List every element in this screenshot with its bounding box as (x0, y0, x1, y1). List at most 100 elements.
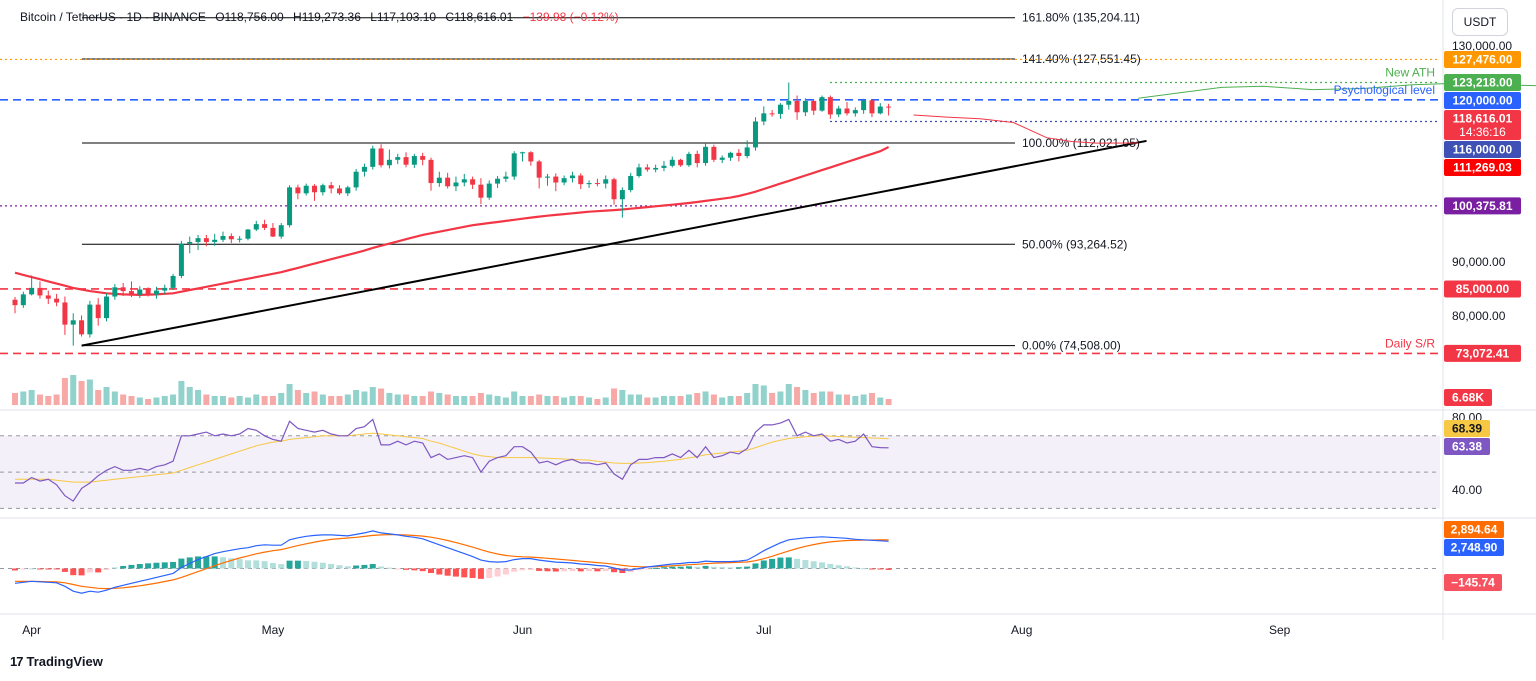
volume-bar (170, 394, 177, 405)
candle-body (470, 179, 476, 185)
macd-histogram-bar (103, 568, 110, 571)
volume-bar (294, 390, 301, 405)
tradingview-logo[interactable]: 17 TradingView (10, 654, 103, 669)
volume-bar (785, 384, 792, 405)
candle-body (411, 156, 417, 165)
candle-body (20, 294, 26, 306)
ohlc-low: L117,103.10 (370, 10, 437, 24)
macd-line (14, 530, 889, 594)
price-tag (1444, 91, 1521, 109)
volume-bar (328, 396, 335, 405)
volume-bar (735, 396, 742, 405)
macd-histogram-bar (170, 561, 177, 569)
candle-body (752, 121, 758, 148)
candle-body (678, 159, 684, 166)
y-tick-label: 80,000.00 (1452, 309, 1506, 323)
candle-body (869, 100, 875, 114)
currency-selector[interactable]: USDT (1452, 8, 1508, 36)
price-tag (1444, 140, 1521, 158)
macd-histogram-bar (428, 568, 434, 574)
candle-body (145, 289, 151, 295)
volume-bar (744, 393, 751, 405)
volume-bar (20, 391, 27, 405)
volume-bar (136, 397, 143, 405)
macd-histogram-bar (294, 560, 301, 569)
candle-body (511, 153, 517, 177)
macd-histogram-bar (36, 568, 43, 570)
candle-body (503, 176, 509, 179)
candle-body (87, 304, 93, 335)
x-tick-label: May (262, 623, 285, 637)
macd-histogram-bar (411, 568, 418, 571)
volume-bar (669, 396, 676, 405)
chart-header: Bitcoin / TetherUS · 1D · BINANCE O118,7… (20, 10, 625, 24)
volume-bar (719, 397, 726, 405)
candle-body (428, 159, 434, 184)
symbol-title[interactable]: Bitcoin / TetherUS · 1D · BINANCE (20, 10, 206, 24)
macd-histogram-bar (752, 563, 759, 569)
candle-body (45, 295, 51, 299)
volume-bar (536, 394, 543, 405)
candle-body (844, 108, 850, 114)
candle-body (79, 320, 85, 335)
volume-bar (419, 396, 426, 405)
volume-bar (511, 391, 518, 405)
macd-histogram-bar (494, 568, 501, 577)
macd-tag-label: 2,748.90 (1451, 541, 1498, 555)
macd-histogram-bar (769, 558, 776, 569)
candle-body (495, 178, 501, 184)
price-tag-label: 85,000.00 (1456, 282, 1510, 296)
candle-body (336, 188, 342, 194)
candle-body (303, 185, 309, 194)
price-tag-label: 100,375.81 (1452, 199, 1512, 213)
candle-body (270, 227, 276, 237)
price-tag (1444, 344, 1521, 362)
macd-histogram-bar (253, 560, 260, 569)
candle-body (553, 176, 559, 183)
candle-body (744, 147, 750, 157)
candle-body (861, 100, 867, 111)
volume-bar (436, 393, 443, 405)
macd-histogram-bar (394, 568, 401, 570)
macd-histogram-bar (586, 568, 593, 572)
candle-body (811, 100, 817, 111)
volume-bar (835, 394, 842, 405)
candle-body (569, 175, 575, 179)
volume-bar (311, 391, 318, 405)
volume-bar (677, 396, 684, 405)
volume-bar (145, 399, 152, 405)
volume-bar (827, 391, 834, 405)
macd-histogram-bar (261, 561, 268, 569)
volume-bar (53, 394, 60, 405)
candle-body (187, 241, 193, 244)
candle-body (212, 239, 218, 242)
rsi-line (15, 418, 889, 502)
candle-body (669, 159, 675, 166)
macd-histogram-bar (244, 560, 251, 569)
volume-bar (211, 396, 218, 405)
macd-histogram-bar (744, 566, 751, 569)
volume-bar (86, 379, 93, 405)
macd-histogram-bar (319, 562, 326, 569)
candle-body (112, 287, 118, 297)
volume-bar (694, 393, 701, 405)
candle-body (769, 113, 775, 115)
macd-histogram-bar (611, 568, 618, 573)
volume-bar (586, 397, 593, 405)
rsi-tick-label: 40.00 (1452, 483, 1482, 497)
macd-histogram-bar (885, 568, 892, 570)
candle-body (703, 146, 709, 164)
macd-histogram-bar (561, 568, 568, 572)
volume-bar (269, 396, 276, 405)
price-tag (1444, 280, 1521, 298)
candle-body (195, 238, 201, 242)
volume-bar (319, 394, 326, 405)
macd-histogram-bar (228, 558, 235, 569)
candle-body (278, 225, 284, 237)
macd-histogram-bar (594, 568, 601, 572)
candle-body (62, 302, 68, 325)
candle-body (137, 289, 143, 295)
macd-histogram-bar (486, 568, 493, 578)
macd-histogram-bar (328, 563, 335, 569)
